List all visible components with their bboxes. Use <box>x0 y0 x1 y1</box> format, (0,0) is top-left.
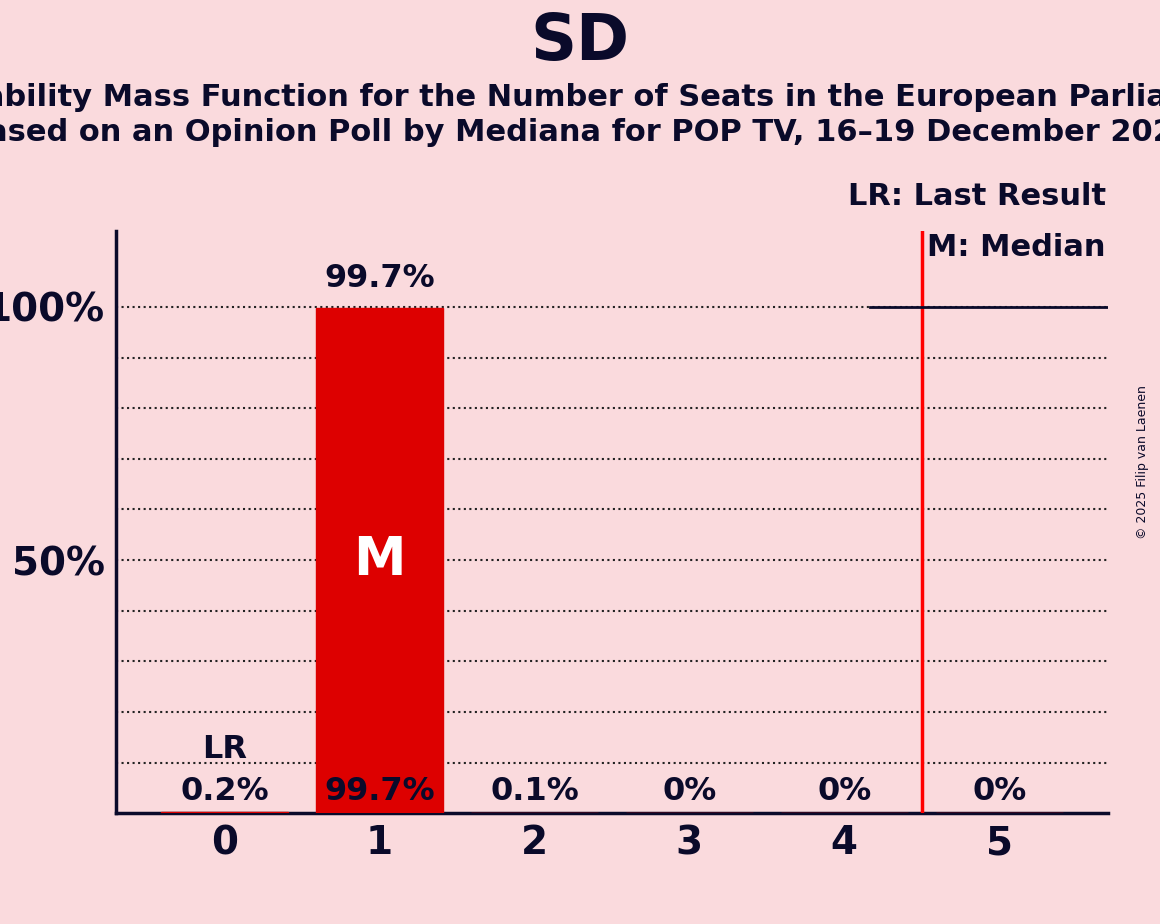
Text: M: M <box>354 534 406 586</box>
Bar <box>161 812 288 813</box>
Text: 99.7%: 99.7% <box>324 263 435 294</box>
Text: SD: SD <box>530 10 630 73</box>
Text: Based on an Opinion Poll by Mediana for POP TV, 16–19 December 2024: Based on an Opinion Poll by Mediana for … <box>0 117 1160 147</box>
Text: LR: LR <box>202 735 247 765</box>
Text: 0.2%: 0.2% <box>180 776 269 808</box>
Text: 0%: 0% <box>817 776 871 808</box>
Text: Probability Mass Function for the Number of Seats in the European Parliament: Probability Mass Function for the Number… <box>0 82 1160 112</box>
Text: M: Median: M: Median <box>927 233 1105 261</box>
Text: 0%: 0% <box>972 776 1027 808</box>
Bar <box>316 309 443 813</box>
Text: © 2025 Filip van Laenen: © 2025 Filip van Laenen <box>1136 385 1150 539</box>
Text: LR: Last Result: LR: Last Result <box>848 182 1105 211</box>
Text: 0%: 0% <box>662 776 717 808</box>
Text: 99.7%: 99.7% <box>324 776 435 808</box>
Text: 0.1%: 0.1% <box>490 776 579 808</box>
